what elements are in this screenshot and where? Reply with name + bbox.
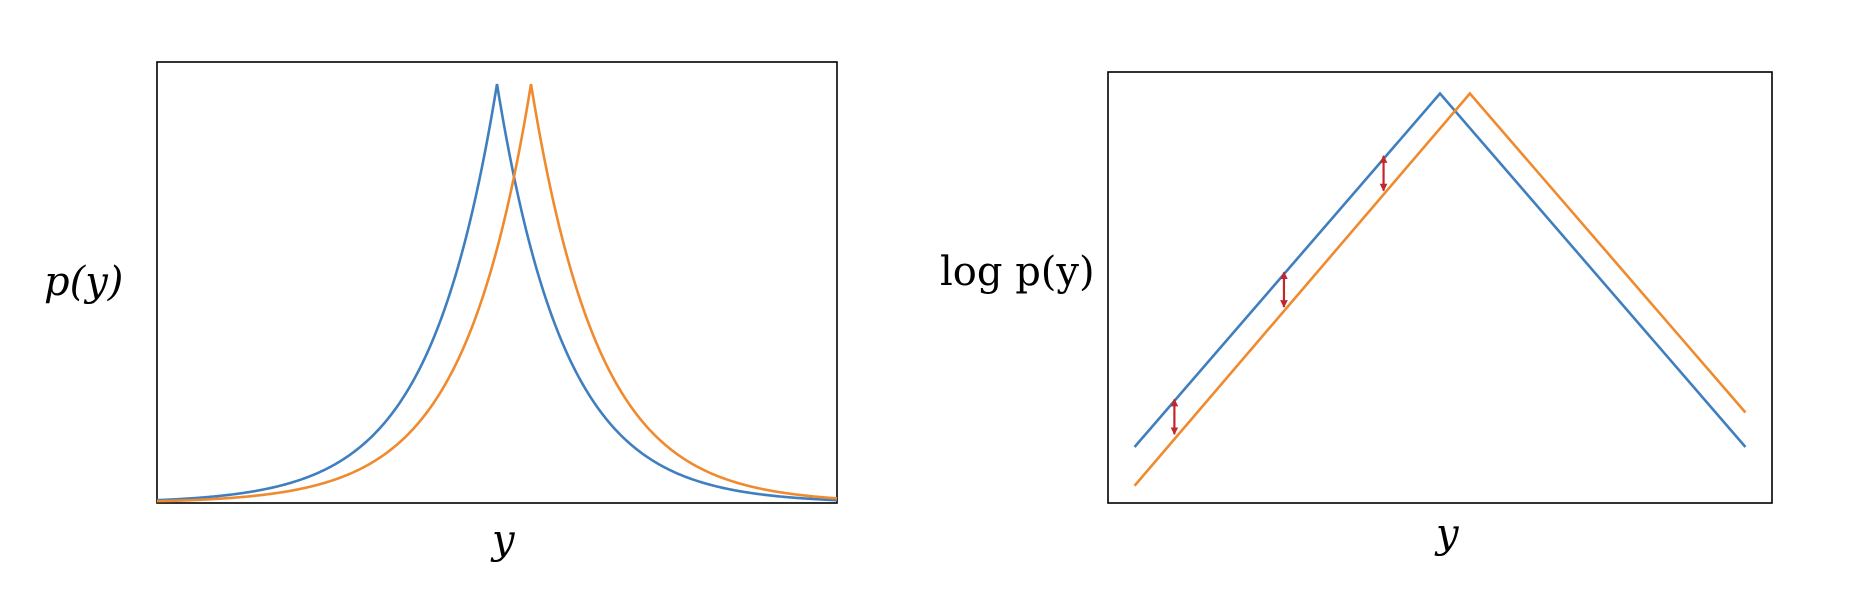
- left-series-orange-line: [156, 83, 838, 503]
- left-panel: [156, 61, 838, 504]
- right-series-blue-line: [1133, 91, 1747, 448]
- right-ylabel: log p(y): [940, 252, 1095, 292]
- right-xlabel: y: [1436, 511, 1459, 557]
- left-series-blue-line: [156, 83, 838, 502]
- right-axes-frame: [1107, 71, 1773, 504]
- left-ylabel: p(y): [44, 259, 124, 305]
- right-series-orange-line: [1133, 91, 1747, 487]
- difference-arrows: [1170, 155, 1388, 435]
- right-ylabel-text: log p(y): [940, 249, 1095, 295]
- left-axes-frame: [156, 61, 838, 504]
- left-xlabel: y: [492, 517, 515, 563]
- right-panel: [1107, 71, 1773, 504]
